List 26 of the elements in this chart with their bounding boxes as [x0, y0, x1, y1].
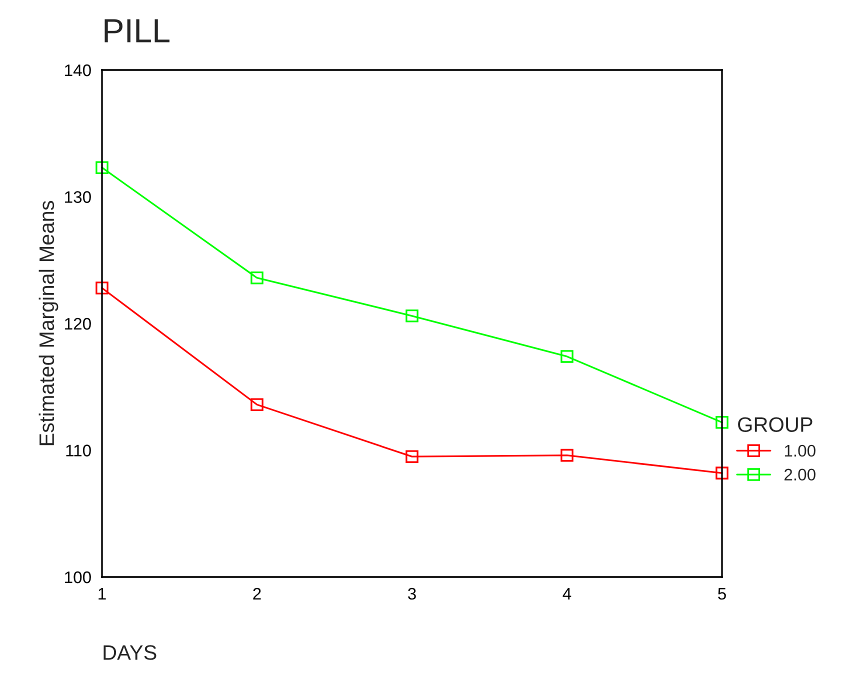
y-axis-title: Estimated Marginal Means — [38, 200, 58, 446]
chart-title: PILL — [104, 19, 170, 42]
x-tick-label: 1 — [98, 588, 106, 600]
y-tick-label: 100 — [65, 571, 91, 584]
point — [250, 398, 264, 412]
legend-label: 1.00 — [784, 444, 816, 457]
point — [96, 161, 108, 174]
legend-label: 2.00 — [784, 468, 816, 481]
point — [406, 310, 418, 322]
y-tick-label: 140 — [65, 64, 91, 76]
x-tick-label: 3 — [408, 588, 416, 600]
x-axis-title: DAYS — [104, 645, 156, 660]
y-tick-label: 130 — [65, 191, 91, 203]
point — [716, 416, 728, 429]
legend-title: GROUP — [738, 417, 812, 432]
point — [716, 466, 728, 480]
x-tick-label: 5 — [718, 588, 726, 600]
point — [560, 448, 574, 462]
point — [406, 450, 418, 463]
point — [250, 271, 264, 284]
y-tick-label: 110 — [66, 444, 91, 456]
x-tick-label: 4 — [562, 588, 572, 600]
y-tick-label: 120 — [65, 318, 91, 330]
point — [560, 350, 574, 363]
x-tick-label: 2 — [253, 588, 261, 600]
point — [96, 282, 108, 294]
